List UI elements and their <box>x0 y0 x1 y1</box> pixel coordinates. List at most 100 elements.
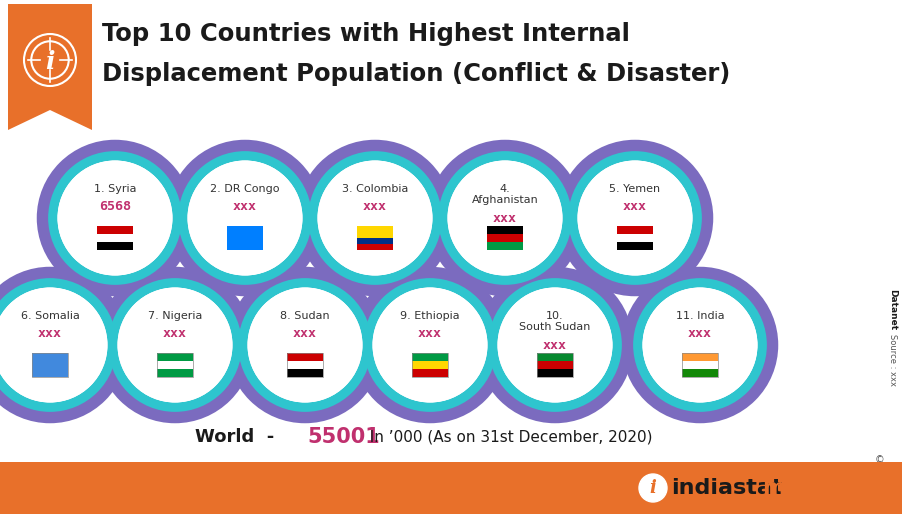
Bar <box>411 353 447 361</box>
Text: xxx: xxx <box>233 200 257 213</box>
Text: 6. Somalia: 6. Somalia <box>21 311 79 321</box>
Bar <box>157 361 193 369</box>
Circle shape <box>0 287 107 402</box>
Circle shape <box>58 160 172 276</box>
Text: xxx: xxx <box>363 200 387 213</box>
Text: xxx: xxx <box>492 212 517 225</box>
Text: xxx: xxx <box>542 339 566 352</box>
Bar <box>287 369 323 377</box>
Bar <box>616 242 652 250</box>
Circle shape <box>497 287 612 402</box>
Bar <box>287 353 323 361</box>
Text: 6568: 6568 <box>99 200 131 213</box>
Bar <box>616 234 652 242</box>
Bar <box>681 353 717 361</box>
Circle shape <box>58 160 172 276</box>
Text: i: i <box>649 479 656 497</box>
Text: 9. Ethiopia: 9. Ethiopia <box>400 311 459 321</box>
Circle shape <box>642 287 757 402</box>
Text: xxx: xxx <box>38 327 62 340</box>
Bar <box>486 234 522 242</box>
Bar <box>287 353 323 377</box>
Text: 11. India: 11. India <box>675 311 723 321</box>
Bar <box>226 226 262 250</box>
Bar <box>681 361 717 369</box>
Bar <box>411 353 447 377</box>
Bar <box>356 226 392 238</box>
Bar <box>157 353 193 361</box>
Circle shape <box>642 287 757 402</box>
Circle shape <box>447 160 562 276</box>
Text: 2. DR Congo: 2. DR Congo <box>210 184 280 194</box>
Text: Top 10 Countries with Highest Internal: Top 10 Countries with Highest Internal <box>102 22 630 46</box>
Text: Datanet: Datanet <box>888 289 897 331</box>
Circle shape <box>373 287 487 402</box>
Bar <box>681 369 717 377</box>
Circle shape <box>639 474 667 502</box>
Text: xxx: xxx <box>163 327 187 340</box>
Bar <box>616 226 652 234</box>
Bar <box>157 369 193 377</box>
Circle shape <box>497 287 612 402</box>
Text: 7. Nigeria: 7. Nigeria <box>148 311 202 321</box>
Circle shape <box>117 287 232 402</box>
Bar <box>486 242 522 250</box>
Text: i: i <box>45 50 55 74</box>
Circle shape <box>577 160 692 276</box>
Bar <box>287 361 323 369</box>
Text: World  -: World - <box>195 428 281 446</box>
Text: xxx: xxx <box>622 200 647 213</box>
Text: 8. Sudan: 8. Sudan <box>280 311 329 321</box>
Circle shape <box>577 160 692 276</box>
Text: ©: © <box>874 455 884 465</box>
Circle shape <box>318 160 432 276</box>
Text: indiastat: indiastat <box>670 478 782 498</box>
Text: xxx: xxx <box>418 327 441 340</box>
Bar <box>157 353 193 377</box>
Bar <box>32 353 68 377</box>
Circle shape <box>0 287 107 402</box>
Polygon shape <box>8 4 92 130</box>
Circle shape <box>437 151 572 285</box>
Text: Afghanistan: Afghanistan <box>471 195 538 205</box>
Text: 3. Colombia: 3. Colombia <box>342 184 408 194</box>
Circle shape <box>0 278 117 413</box>
Circle shape <box>247 287 362 402</box>
Circle shape <box>318 160 432 276</box>
Bar <box>0 462 902 514</box>
Bar <box>32 353 68 377</box>
Text: 55001: 55001 <box>307 427 380 447</box>
Text: 4.: 4. <box>499 184 510 194</box>
Text: Displacement Population (Conflict & Disaster): Displacement Population (Conflict & Disa… <box>102 62 730 86</box>
Bar <box>537 353 573 377</box>
Circle shape <box>373 287 487 402</box>
Circle shape <box>247 287 362 402</box>
Text: In ’000 (As on 31st December, 2020): In ’000 (As on 31st December, 2020) <box>360 430 652 445</box>
Text: xxx: xxx <box>292 327 317 340</box>
Text: South Sudan: South Sudan <box>519 322 590 332</box>
Text: Source : xxx: Source : xxx <box>888 334 897 386</box>
Text: 10.: 10. <box>546 311 563 321</box>
Circle shape <box>178 151 312 285</box>
Circle shape <box>566 151 702 285</box>
Circle shape <box>188 160 302 276</box>
Circle shape <box>308 151 442 285</box>
Bar <box>97 234 133 242</box>
Bar <box>537 369 573 377</box>
Bar <box>97 242 133 250</box>
Bar <box>486 226 522 234</box>
Text: 1. Syria: 1. Syria <box>94 184 136 194</box>
Text: media: media <box>761 478 838 498</box>
Circle shape <box>117 287 232 402</box>
Bar <box>537 361 573 369</box>
Bar <box>681 353 717 377</box>
Text: xxx: xxx <box>687 327 711 340</box>
Circle shape <box>48 151 182 285</box>
Circle shape <box>487 278 621 413</box>
Circle shape <box>188 160 302 276</box>
Bar <box>356 238 392 244</box>
Text: indiastatmedia.com: indiastatmedia.com <box>274 266 584 294</box>
Circle shape <box>362 278 497 413</box>
Circle shape <box>107 278 243 413</box>
Bar <box>411 369 447 377</box>
